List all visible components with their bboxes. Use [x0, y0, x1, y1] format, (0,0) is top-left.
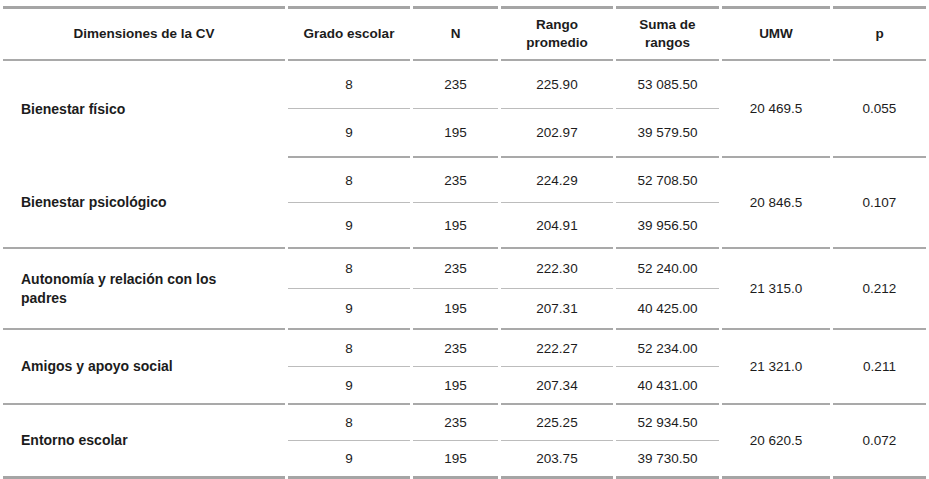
p-cell: 0.072 [833, 405, 926, 479]
n-cell: 195 [413, 367, 498, 405]
table-row: Amigos y apoyo social 8 235 222.27 52 23… [3, 330, 926, 367]
n-cell: 235 [413, 330, 498, 367]
mean-rank-cell: 222.30 [501, 249, 613, 289]
mean-rank-cell: 222.27 [501, 330, 613, 367]
rank-sum-cell: 40 425.00 [616, 289, 719, 330]
n-cell: 235 [413, 61, 498, 109]
rank-sum-cell: 52 240.00 [616, 249, 719, 289]
n-cell: 195 [413, 289, 498, 330]
mean-rank-cell: 224.29 [501, 158, 613, 203]
umw-cell: 21 315.0 [722, 249, 830, 330]
grade-cell: 8 [288, 158, 410, 203]
mean-rank-cell: 225.90 [501, 61, 613, 109]
grade-cell: 9 [288, 289, 410, 330]
col-header-umw: UMW [722, 6, 830, 61]
rank-sum-cell: 52 708.50 [616, 158, 719, 203]
umw-cell: 20 620.5 [722, 405, 830, 479]
mean-rank-cell: 203.75 [501, 441, 613, 479]
col-header-n: N [413, 6, 498, 61]
grade-cell: 8 [288, 249, 410, 289]
statistics-table-container: Dimensiones de la CV Grado escolar N Ran… [0, 6, 929, 479]
table-row: Entorno escolar 8 235 225.25 52 934.50 2… [3, 405, 926, 441]
n-cell: 235 [413, 405, 498, 441]
mean-rank-cell: 225.25 [501, 405, 613, 441]
mean-rank-cell: 207.31 [501, 289, 613, 330]
rank-sum-cell: 52 934.50 [616, 405, 719, 441]
dimension-cell: Amigos y apoyo social [3, 330, 285, 405]
dimension-cell: Bienestar psicológico [3, 158, 285, 249]
n-cell: 235 [413, 158, 498, 203]
n-cell: 195 [413, 203, 498, 249]
dimension-cell: Autonomía y relación con los padres [3, 249, 285, 330]
dimension-cell: Entorno escolar [3, 405, 285, 479]
p-cell: 0.212 [833, 249, 926, 330]
col-header-dimensiones: Dimensiones de la CV [3, 6, 285, 61]
umw-cell: 20 469.5 [722, 61, 830, 158]
rank-sum-cell: 39 730.50 [616, 441, 719, 479]
p-cell: 0.107 [833, 158, 926, 249]
table-row: Bienestar físico 8 235 225.90 53 085.50 … [3, 61, 926, 109]
n-cell: 195 [413, 441, 498, 479]
grade-cell: 9 [288, 203, 410, 249]
rank-sum-cell: 39 579.50 [616, 109, 719, 158]
rank-sum-cell: 40 431.00 [616, 367, 719, 405]
grade-cell: 9 [288, 441, 410, 479]
grade-cell: 9 [288, 367, 410, 405]
mann-whitney-table: Dimensiones de la CV Grado escolar N Ran… [0, 6, 929, 479]
mean-rank-cell: 204.91 [501, 203, 613, 249]
umw-cell: 21 321.0 [722, 330, 830, 405]
col-header-p: p [833, 6, 926, 61]
mean-rank-cell: 202.97 [501, 109, 613, 158]
grade-cell: 8 [288, 61, 410, 109]
mean-rank-cell: 207.34 [501, 367, 613, 405]
rank-sum-cell: 52 234.00 [616, 330, 719, 367]
dimension-cell: Bienestar físico [3, 61, 285, 158]
n-cell: 195 [413, 109, 498, 158]
grade-cell: 8 [288, 405, 410, 441]
col-header-grado-escolar: Grado escolar [288, 6, 410, 61]
table-row: Bienestar psicológico 8 235 224.29 52 70… [3, 158, 926, 203]
p-cell: 0.211 [833, 330, 926, 405]
grade-cell: 8 [288, 330, 410, 367]
n-cell: 235 [413, 249, 498, 289]
rank-sum-cell: 39 956.50 [616, 203, 719, 249]
rank-sum-cell: 53 085.50 [616, 61, 719, 109]
col-header-rango-promedio: Rango promedio [501, 6, 613, 61]
header-row: Dimensiones de la CV Grado escolar N Ran… [3, 6, 926, 61]
p-cell: 0.055 [833, 61, 926, 158]
col-header-suma-rangos: Suma de rangos [616, 6, 719, 61]
umw-cell: 20 846.5 [722, 158, 830, 249]
grade-cell: 9 [288, 109, 410, 158]
table-row: Autonomía y relación con los padres 8 23… [3, 249, 926, 289]
